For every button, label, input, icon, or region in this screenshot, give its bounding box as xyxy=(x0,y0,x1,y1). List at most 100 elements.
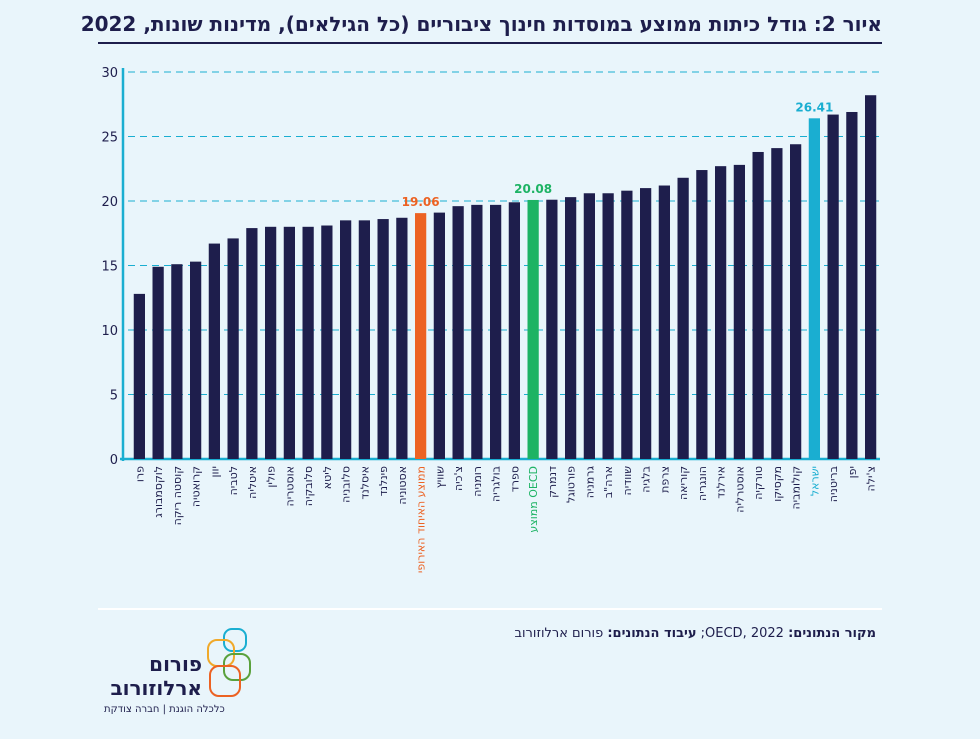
x-tick-label: צ'כיה xyxy=(452,466,465,491)
x-tick-label: גרמניה xyxy=(583,466,596,499)
x-tick-label: קרואטיה xyxy=(190,466,203,507)
bar xyxy=(583,193,595,459)
bar xyxy=(452,206,464,459)
bar xyxy=(490,204,502,459)
footer-divider xyxy=(98,608,882,610)
x-tick-label: בריטניה xyxy=(827,466,840,502)
y-tick-label: 20 xyxy=(101,195,118,210)
x-tick-label: דנמרק xyxy=(546,466,559,498)
bar xyxy=(246,228,258,459)
x-tick-label: אירלנד xyxy=(715,466,728,499)
bar xyxy=(546,199,558,459)
bar xyxy=(696,170,708,460)
bar xyxy=(808,118,820,459)
bar xyxy=(433,212,445,459)
x-tick-label: רומניה xyxy=(471,466,484,497)
bar xyxy=(771,148,783,460)
y-tick-label: 5 xyxy=(110,389,118,404)
x-tick-label: ישראל xyxy=(808,466,821,496)
source-value: OECD, 2022; xyxy=(696,626,789,641)
bar xyxy=(283,226,295,459)
x-tick-label: ממוצע האיחוד האירופי xyxy=(415,466,428,573)
bar xyxy=(733,164,745,459)
logo-name-line1: פורום xyxy=(149,652,202,676)
bar xyxy=(208,243,220,459)
bar xyxy=(321,225,333,459)
bar xyxy=(508,202,520,460)
x-tick-label: צ'ילה xyxy=(865,466,878,491)
bar xyxy=(790,144,802,460)
bar xyxy=(602,193,614,459)
processing-value: פורום ארלוזורוב xyxy=(514,626,608,641)
bar xyxy=(471,204,483,459)
bar xyxy=(358,220,370,459)
bar xyxy=(171,264,183,459)
x-tick-label: ליטא xyxy=(321,466,334,489)
x-tick-label: שוויץ xyxy=(433,466,446,488)
data-label: 20.08 xyxy=(514,182,552,196)
bar xyxy=(865,95,877,459)
bar xyxy=(846,111,858,460)
data-label: 26.41 xyxy=(795,100,833,114)
processing-label: עיבוד הנתונים: xyxy=(607,626,697,641)
x-tick-label: הונגריה xyxy=(696,466,709,501)
x-tick-label: טורקיה xyxy=(752,466,765,500)
x-tick-label: לוקסמבורג xyxy=(152,466,165,518)
bar xyxy=(677,177,689,459)
bar xyxy=(621,190,633,459)
bar xyxy=(133,293,145,459)
title-underline xyxy=(98,42,882,44)
bar xyxy=(265,226,277,459)
bar xyxy=(565,197,577,459)
x-tick-label: פולין xyxy=(265,466,278,488)
x-tick-label: איסלנד xyxy=(358,466,371,500)
x-tick-label: קולומביה xyxy=(790,466,803,510)
x-tick-label: פרו xyxy=(133,466,146,482)
x-tick-label: אסטוניה xyxy=(396,466,409,505)
logo-mark-icon xyxy=(207,628,251,697)
bar xyxy=(152,266,164,459)
x-tick-label: אוסטריה xyxy=(283,466,296,506)
x-tick-label: פורטוגל xyxy=(565,466,578,503)
x-tick-label: ממוצע OECD xyxy=(527,466,540,533)
bar xyxy=(190,261,202,459)
x-tick-label: לטביה xyxy=(227,466,240,495)
y-tick-label: 30 xyxy=(101,66,118,81)
x-tick-label: קוסטה ריקה xyxy=(171,466,184,525)
bar-chart: 0 5 10 15 20 25 30 פרו לוקסמבורג קוסטה ריקה קרואטי… xyxy=(101,66,880,573)
x-tick-label: יוון xyxy=(208,466,221,477)
x-tick-label: שוודיה xyxy=(621,466,634,496)
logo-name-line2: ארלוזורוב xyxy=(110,676,202,700)
x-tick-label: בולגריה xyxy=(490,466,503,502)
y-tick-label: 10 xyxy=(101,324,118,339)
bar xyxy=(752,151,764,460)
bar xyxy=(340,220,352,459)
bar xyxy=(227,238,239,459)
y-tick-label: 15 xyxy=(101,260,118,275)
x-tick-label: ספרד xyxy=(508,466,521,492)
x-tick-label: ארה"ב xyxy=(602,466,615,498)
x-tick-label: סלובניה xyxy=(340,466,353,503)
y-tick-label: 25 xyxy=(101,131,118,146)
x-tick-label: איטליה xyxy=(246,466,259,499)
source-label: מקור הנתונים: xyxy=(788,626,876,641)
x-tick-label: מקסיקו xyxy=(771,466,784,502)
x-tick-label: אוסטרליה xyxy=(733,466,746,513)
x-tick-label: בלגיה xyxy=(640,466,653,493)
chart-title: איור 2: גודל כיתות ממוצע במוסדות חינוך צ… xyxy=(80,12,882,36)
logo-tagline: כלכלה הוגנת | חברה צודקת xyxy=(104,704,225,715)
source-note: מקור הנתונים: OECD, 2022; עיבוד הנתונים:… xyxy=(515,626,877,641)
x-tick-label: סלובקיה xyxy=(302,466,315,506)
bar xyxy=(302,226,314,459)
x-tick-label: פינלנד xyxy=(377,466,390,497)
bar xyxy=(658,185,670,459)
bar xyxy=(415,213,427,459)
x-tick-label: יפן xyxy=(846,466,859,478)
bar xyxy=(640,188,652,459)
bar xyxy=(827,114,839,459)
y-tick-label: 0 xyxy=(110,453,118,468)
bar xyxy=(527,199,539,459)
bar xyxy=(715,166,727,460)
x-tick-label: צרפת xyxy=(658,466,671,493)
bar xyxy=(396,217,408,459)
